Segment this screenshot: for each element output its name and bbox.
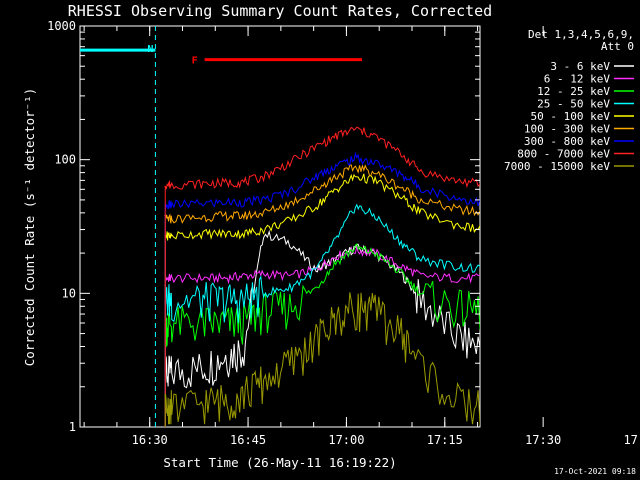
y-tick-label: 100 [54, 153, 76, 167]
x-tick-label: 16:45 [230, 433, 266, 447]
x-tick-label: 17:45 [623, 433, 640, 447]
flag-label-n: N [147, 44, 153, 55]
x-tick-label: 17:30 [525, 433, 561, 447]
series-line [164, 203, 480, 427]
series-line [164, 292, 480, 427]
legend-label: 50 - 100 keV [531, 110, 611, 123]
y-tick-label: 1 [69, 420, 76, 434]
legend-label: 3 - 6 keV [550, 60, 610, 73]
chart-title: RHESSI Observing Summary Count Rates, Co… [68, 2, 492, 20]
series-line [164, 246, 480, 427]
legend-label: 12 - 25 keV [537, 85, 610, 98]
y-axis-label: Corrected Count Rate (s⁻¹ detector⁻¹) [22, 88, 37, 366]
legend-label: 7000 - 15000 keV [504, 160, 610, 173]
legend-label: 100 - 300 keV [524, 123, 610, 136]
series-line [163, 163, 480, 427]
y-tick-label: 1000 [47, 19, 76, 33]
axes: 1 10 100 1000 16:30 16:45 17:00 17:15 17:30 17:45 [47, 19, 640, 447]
flags: NFS [80, 26, 362, 427]
series-line [164, 243, 480, 427]
plot-border [79, 25, 481, 428]
series-lines [163, 126, 480, 427]
legend-label: 800 - 7000 keV [517, 148, 610, 161]
series-line [164, 151, 480, 427]
series-line [163, 126, 480, 427]
series-line [164, 173, 480, 427]
flag-label-f: F [192, 56, 198, 67]
y-tick-label: 10 [62, 286, 76, 300]
legend-header-line-1: Det 1,3,4,5,6,9, [528, 28, 634, 41]
x-tick-label: 17:00 [328, 433, 364, 447]
legend-label: 6 - 12 keV [544, 73, 611, 86]
x-tick-label: 16:30 [132, 433, 168, 447]
x-axis-label: Start Time (26-May-11 16:19:22) [163, 455, 396, 470]
legend-label: 25 - 50 keV [537, 98, 610, 111]
footer-timestamp: 17-Oct-2021 09:18 [554, 467, 636, 476]
legend-header-line-2: Att 0 [601, 40, 634, 53]
series-line [164, 229, 480, 427]
legend-label: 300 - 800 keV [524, 135, 610, 148]
plot-frame [79, 25, 481, 428]
x-tick-label: 17:15 [427, 433, 463, 447]
